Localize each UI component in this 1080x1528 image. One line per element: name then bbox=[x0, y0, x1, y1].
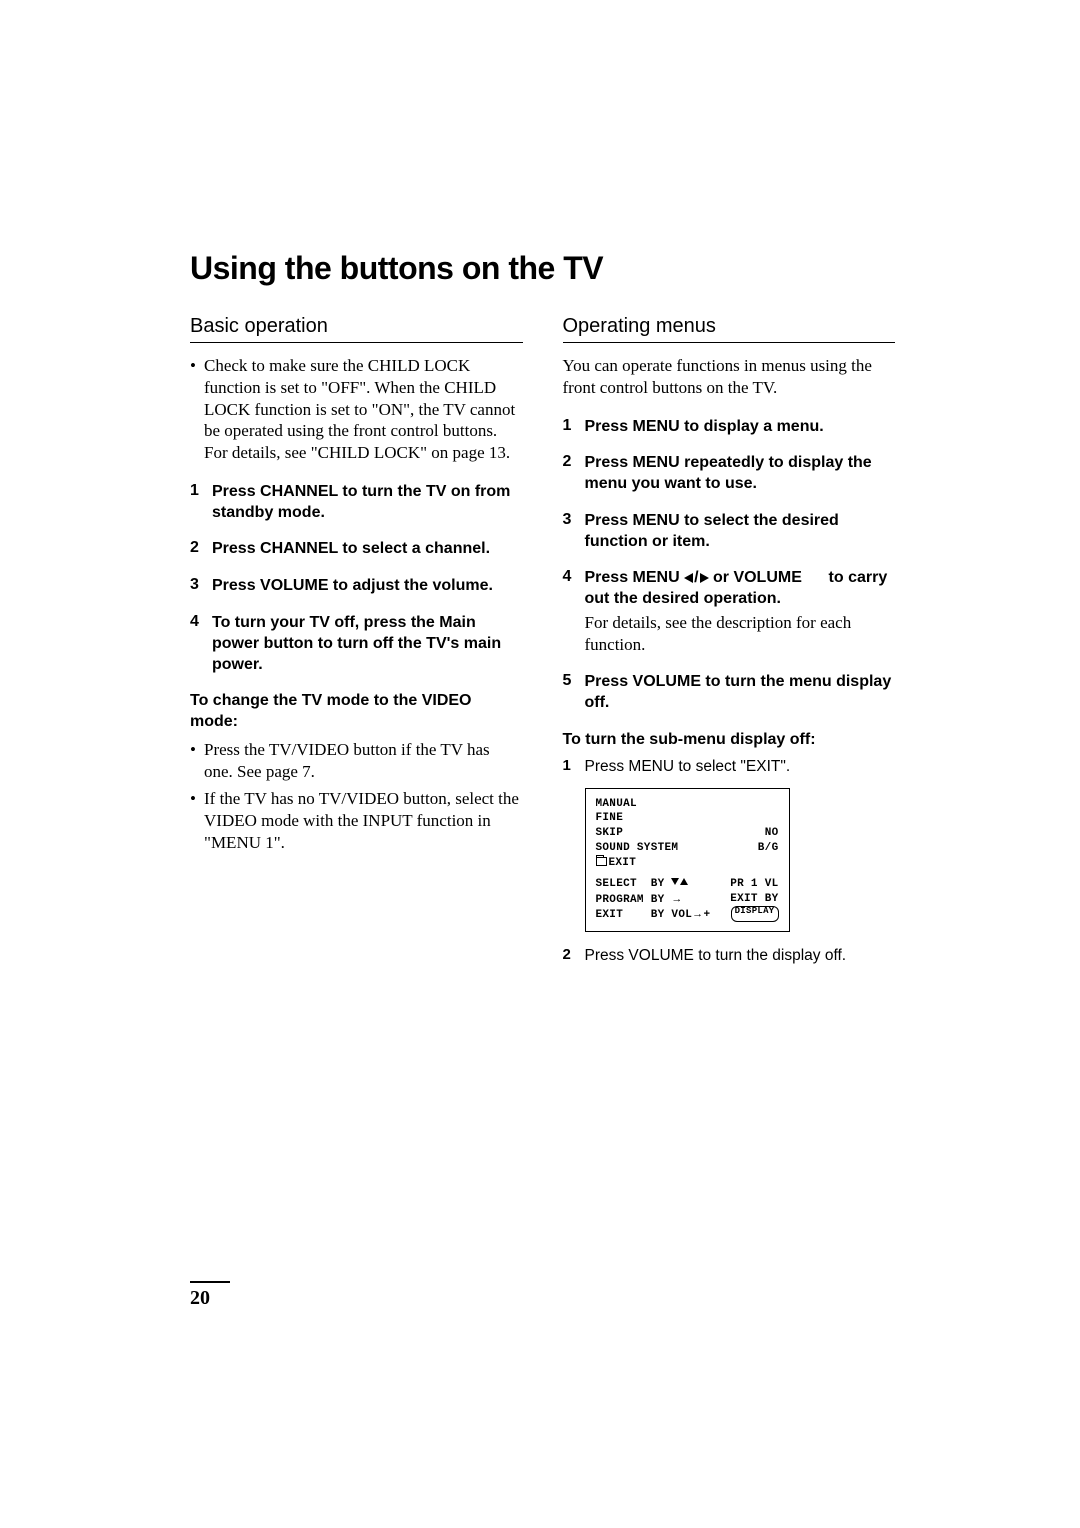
step: 3Press MENU to select the desired functi… bbox=[563, 511, 896, 553]
step-text: Press MENU / or VOLUME to carry out the … bbox=[585, 568, 896, 656]
step-num: 4 bbox=[190, 613, 212, 675]
intro-bullet: • Check to make sure the CHILD LOCK func… bbox=[190, 355, 523, 464]
triangle-down-icon bbox=[671, 878, 679, 885]
video-mode-bullets: • Press the TV/VIDEO button if the TV ha… bbox=[190, 739, 523, 854]
step: 1Press MENU to display a menu. bbox=[563, 417, 896, 438]
step-num: 5 bbox=[563, 672, 585, 714]
step-text: Press VOLUME to turn the menu display of… bbox=[585, 672, 896, 714]
basic-steps: 1Press CHANNEL to turn the TV on from st… bbox=[190, 482, 523, 676]
substep-num: 2 bbox=[563, 946, 585, 967]
intro-paragraph: You can operate functions in menus using… bbox=[563, 355, 896, 399]
subheading-submenu-off: To turn the sub-menu display off: bbox=[563, 730, 896, 751]
triangle-left-icon bbox=[684, 573, 693, 583]
osd-row: EXIT BY VOL→+DISPLAY bbox=[596, 907, 779, 923]
step-num: 2 bbox=[563, 453, 585, 495]
osd-screenshot: MANUAL FINE SKIPNO SOUND SYSTEMB/G EXIT … bbox=[585, 788, 790, 933]
step: 2Press CHANNEL to select a channel. bbox=[190, 539, 523, 560]
page-title: Using the buttons on the TV bbox=[190, 250, 895, 287]
subheading-video-mode: To change the TV mode to the VIDEO mode: bbox=[190, 691, 523, 733]
step: 4To turn your TV off, press the Main pow… bbox=[190, 613, 523, 675]
osd-row: SOUND SYSTEMB/G bbox=[596, 841, 779, 856]
osd-row: PROGRAM BY →EXIT BY bbox=[596, 892, 779, 908]
step-num: 3 bbox=[190, 576, 212, 597]
step-num: 1 bbox=[563, 417, 585, 438]
left-column: Basic operation • Check to make sure the… bbox=[190, 315, 523, 977]
step: 3Press VOLUME to adjust the volume. bbox=[190, 576, 523, 597]
step: 5Press VOLUME to turn the menu display o… bbox=[563, 672, 896, 714]
page-number: 20 bbox=[190, 1281, 230, 1310]
step: 1Press CHANNEL to turn the TV on from st… bbox=[190, 482, 523, 524]
osd-row-exit: EXIT bbox=[596, 856, 779, 871]
step-num: 2 bbox=[190, 539, 212, 560]
bullet-text: If the TV has no TV/VIDEO button, select… bbox=[204, 788, 523, 853]
substep-text: Press VOLUME to turn the display off. bbox=[585, 946, 896, 967]
step-num: 4 bbox=[563, 568, 585, 656]
section-heading-basic: Basic operation bbox=[190, 315, 523, 343]
step-detail: For details, see the description for eac… bbox=[585, 612, 896, 656]
step-text: Press MENU to select the desired functio… bbox=[585, 511, 896, 553]
submenu-steps: 1Press MENU to select "EXIT". bbox=[563, 757, 896, 778]
osd-row: SKIPNO bbox=[596, 826, 779, 841]
step: 4 Press MENU / or VOLUME to carry out th… bbox=[563, 568, 896, 656]
step-num: 3 bbox=[563, 511, 585, 553]
triangle-up-icon bbox=[680, 878, 688, 885]
manual-page: Using the buttons on the TV Basic operat… bbox=[0, 0, 1080, 1528]
two-column-layout: Basic operation • Check to make sure the… bbox=[190, 315, 895, 977]
step-text: Press CHANNEL to turn the TV on from sta… bbox=[212, 482, 523, 524]
folder-icon bbox=[596, 857, 607, 866]
osd-row: SELECT BY PR 1 VL bbox=[596, 877, 779, 892]
substep-num: 1 bbox=[563, 757, 585, 778]
section-heading-menus: Operating menus bbox=[563, 315, 896, 343]
substep: 1Press MENU to select "EXIT". bbox=[563, 757, 896, 778]
menu-steps: 1Press MENU to display a menu. 2Press ME… bbox=[563, 417, 896, 714]
step-text: Press CHANNEL to select a channel. bbox=[212, 539, 523, 560]
step-text: Press MENU repeatedly to display the men… bbox=[585, 453, 896, 495]
bullet-item: • If the TV has no TV/VIDEO button, sele… bbox=[190, 788, 523, 853]
substep: 2Press VOLUME to turn the display off. bbox=[563, 946, 896, 967]
display-pill: DISPLAY bbox=[731, 906, 779, 922]
step-text: To turn your TV off, press the Main powe… bbox=[212, 613, 523, 675]
osd-row: FINE bbox=[596, 811, 779, 826]
step: 2Press MENU repeatedly to display the me… bbox=[563, 453, 896, 495]
step-text: Press MENU to display a menu. bbox=[585, 417, 896, 438]
right-column: Operating menus You can operate function… bbox=[563, 315, 896, 977]
step-text: Press VOLUME to adjust the volume. bbox=[212, 576, 523, 597]
bullet-item: • Press the TV/VIDEO button if the TV ha… bbox=[190, 739, 523, 783]
bullet-dot: • bbox=[190, 355, 204, 464]
bullet-text: Press the TV/VIDEO button if the TV has … bbox=[204, 739, 523, 783]
submenu-steps-2: 2Press VOLUME to turn the display off. bbox=[563, 946, 896, 967]
step-num: 1 bbox=[190, 482, 212, 524]
bullet-dot: • bbox=[190, 788, 204, 853]
substep-text: Press MENU to select "EXIT". bbox=[585, 757, 896, 778]
bullet-dot: • bbox=[190, 739, 204, 783]
triangle-right-icon bbox=[700, 573, 709, 583]
osd-row: MANUAL bbox=[596, 797, 779, 812]
intro-text: Check to make sure the CHILD LOCK functi… bbox=[204, 355, 523, 464]
